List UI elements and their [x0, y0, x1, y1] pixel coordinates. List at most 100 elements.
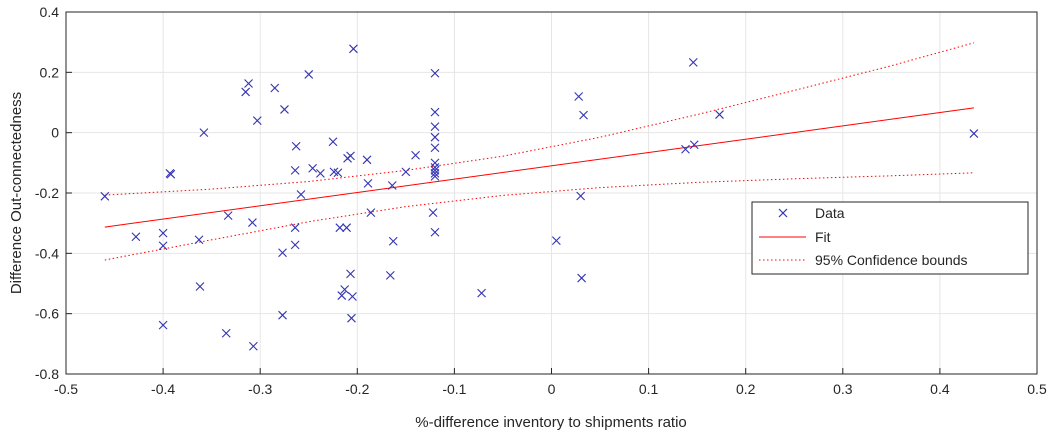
data-point-stroke: [430, 68, 440, 78]
x-tick-label: -0.1: [442, 381, 466, 397]
data-point: [290, 240, 300, 250]
legend-label-bounds: 95% Confidence bounds: [815, 252, 968, 268]
data-point: [131, 232, 141, 242]
x-tick-labels: -0.5 -0.4 -0.3 -0.2 -0.1 0 0.1 0.2 0.3 0.4 0.5: [54, 381, 1047, 397]
data-point-stroke: [430, 158, 440, 168]
data-point: [430, 227, 440, 237]
data-point: [366, 208, 376, 217]
data-point: [347, 313, 356, 323]
data-point-stroke: [430, 143, 440, 153]
x-tick-label: -0.2: [345, 381, 369, 397]
data-point-stroke: [430, 122, 440, 132]
x-tick-label: 0.2: [736, 381, 756, 397]
data-point-stroke: [388, 236, 398, 246]
y-tick-labels: -0.8 -0.6 -0.4 -0.2 0 0.2 0.4: [35, 4, 59, 382]
data-point-stroke: [278, 248, 287, 258]
data-point: [430, 122, 440, 132]
data-point-stroke: [328, 137, 338, 147]
data-point: [316, 169, 325, 178]
data-point: [576, 191, 586, 201]
data-point: [430, 132, 440, 142]
data-point: [290, 223, 300, 233]
x-tick-label: 0.3: [833, 381, 853, 397]
y-tick-label: -0.8: [35, 366, 59, 382]
data-point: [430, 158, 440, 168]
data-point-stroke: [551, 236, 561, 246]
confidence-bound-lower: [104, 172, 974, 261]
data-point: [688, 57, 698, 67]
data-point: [387, 181, 397, 190]
data-point-stroke: [333, 168, 343, 178]
data-point-stroke: [385, 270, 395, 280]
legend-box: [751, 201, 1029, 275]
data-point: [689, 140, 699, 150]
data-point: [248, 218, 257, 227]
data-point: [194, 235, 204, 245]
x-tick-label: -0.3: [248, 381, 272, 397]
data-point-stroke: [477, 288, 486, 298]
data-point-stroke: [248, 218, 257, 227]
x-tick-label: 0.1: [639, 381, 659, 397]
data-point-stroke: [290, 240, 300, 250]
data-point: [252, 116, 262, 125]
plot-frame: [65, 11, 1038, 375]
data-point-stroke: [195, 282, 205, 291]
data-point-stroke: [430, 169, 440, 178]
data-point-stroke: [362, 155, 372, 165]
data-point: [166, 169, 176, 179]
data-point: [411, 150, 420, 160]
data-point: [346, 269, 355, 279]
data-point: [270, 83, 280, 93]
data-point-stroke: [366, 208, 376, 217]
data-point-stroke: [574, 92, 584, 101]
data-point: [278, 248, 287, 258]
data-point: [579, 110, 588, 120]
data-point-stroke: [270, 83, 280, 93]
data-point: [430, 172, 440, 181]
data-point-stroke: [304, 70, 314, 79]
data-point-stroke: [290, 165, 300, 175]
data-point: [296, 190, 306, 199]
data-point-stroke: [969, 129, 979, 138]
data-point: [477, 288, 486, 298]
x-tick-label: 0.4: [930, 381, 950, 397]
data-point: [249, 341, 258, 351]
data-point-stroke: [681, 144, 690, 154]
legend-label-data: Data: [815, 205, 845, 221]
data-point-stroke: [223, 211, 233, 221]
y-tick-label: -0.4: [35, 245, 59, 261]
data-point-stroke: [158, 228, 168, 238]
data-point-stroke: [241, 87, 251, 97]
data-point-stroke: [244, 79, 253, 88]
data-point: [290, 165, 300, 175]
fit-line-layer: [104, 107, 974, 228]
data-point-stroke: [131, 232, 141, 242]
data-point-stroke: [401, 167, 411, 177]
data-point-stroke: [316, 169, 325, 178]
data-point-stroke: [166, 169, 176, 179]
data-point: [158, 320, 168, 330]
data-point-stroke: [430, 132, 440, 142]
data-point: [278, 310, 287, 320]
data-point: [195, 282, 205, 291]
data-point-stroke: [689, 140, 699, 150]
data-point: [430, 143, 440, 153]
data-point-stroke: [577, 273, 586, 283]
data-point: [308, 163, 318, 173]
data-point-stroke: [296, 190, 306, 199]
data-point: [401, 167, 411, 177]
data-point-stroke: [688, 57, 698, 67]
y-axis-label: Difference Out-connectedness: [8, 92, 25, 294]
x-axis-label: %-difference inventory to shipments rati…: [415, 414, 687, 431]
data-point: [574, 92, 584, 101]
data-point-stroke: [290, 223, 300, 233]
data-point-stroke: [158, 241, 168, 251]
data-point-stroke: [194, 235, 204, 245]
data-point-stroke: [430, 227, 440, 237]
data-points-layer: [100, 44, 979, 351]
data-point: [385, 270, 395, 280]
data-point-stroke: [278, 310, 287, 320]
data-point-stroke: [579, 110, 588, 120]
data-point: [428, 208, 438, 217]
data-point-stroke: [346, 151, 355, 161]
